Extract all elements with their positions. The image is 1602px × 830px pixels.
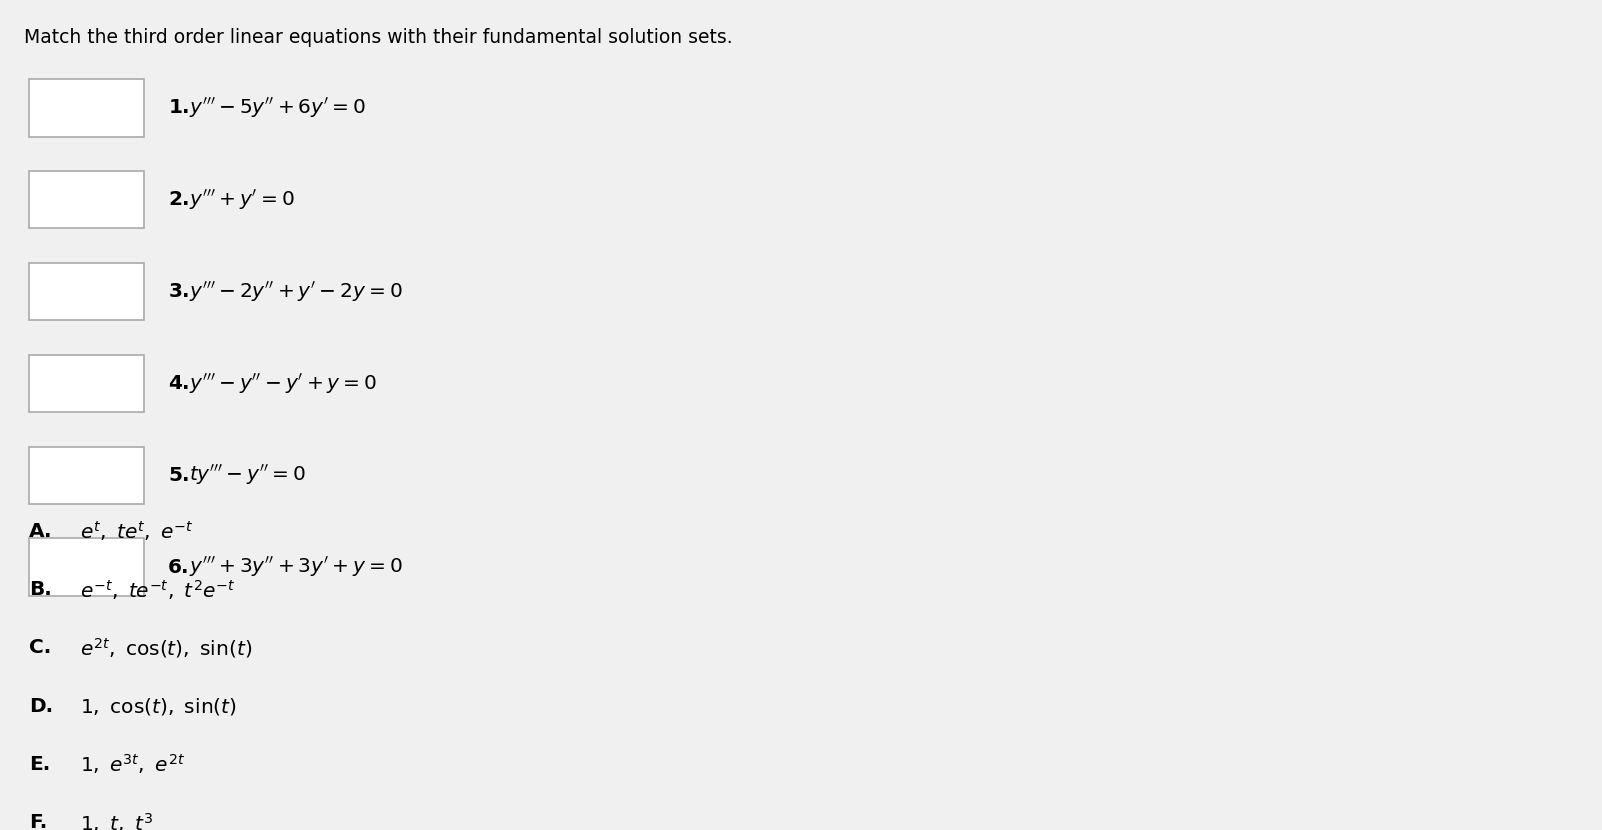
Text: A.: A.	[29, 522, 53, 541]
Text: $y''' + 3y'' + 3y' + y = 0$: $y''' + 3y'' + 3y' + y = 0$	[189, 555, 402, 579]
Text: $1,\ e^{3t},\ e^{2t}$: $1,\ e^{3t},\ e^{2t}$	[80, 753, 186, 777]
Text: $e^{-t},\ te^{-t},\ t^2e^{-t}$: $e^{-t},\ te^{-t},\ t^2e^{-t}$	[80, 578, 235, 602]
FancyBboxPatch shape	[29, 171, 144, 228]
Text: $1,\ t,\ t^3$: $1,\ t,\ t^3$	[80, 811, 154, 830]
Text: 2.: 2.	[168, 190, 189, 209]
Text: $y''' - 5y'' + 6y' = 0$: $y''' - 5y'' + 6y' = 0$	[189, 95, 367, 120]
Text: 3.: 3.	[168, 282, 189, 301]
Text: 6.: 6.	[168, 558, 189, 577]
FancyBboxPatch shape	[29, 263, 144, 320]
FancyBboxPatch shape	[29, 539, 144, 596]
Text: $y''' - y'' - y' + y = 0$: $y''' - y'' - y' + y = 0$	[189, 371, 376, 396]
Text: D.: D.	[29, 696, 53, 715]
Text: $y''' - 2y'' + y' - 2y = 0$: $y''' - 2y'' + y' - 2y = 0$	[189, 280, 402, 304]
Text: F.: F.	[29, 813, 46, 830]
Text: $ty''' - y'' = 0$: $ty''' - y'' = 0$	[189, 463, 306, 487]
Text: 5.: 5.	[168, 466, 189, 485]
Text: C.: C.	[29, 638, 51, 657]
Text: E.: E.	[29, 755, 50, 774]
Text: 4.: 4.	[168, 374, 189, 393]
Text: $e^{2t},\ \cos(t),\ \sin(t)$: $e^{2t},\ \cos(t),\ \sin(t)$	[80, 636, 252, 660]
Text: $y''' + y' = 0$: $y''' + y' = 0$	[189, 188, 295, 212]
Text: 1.: 1.	[168, 98, 189, 117]
Text: Match the third order linear equations with their fundamental solution sets.: Match the third order linear equations w…	[24, 28, 732, 47]
Text: $1,\ \cos(t),\ \sin(t)$: $1,\ \cos(t),\ \sin(t)$	[80, 696, 237, 717]
Text: $e^t,\ te^t,\ e^{-t}$: $e^t,\ te^t,\ e^{-t}$	[80, 520, 194, 543]
Text: B.: B.	[29, 580, 51, 599]
FancyBboxPatch shape	[29, 447, 144, 504]
FancyBboxPatch shape	[29, 79, 144, 137]
FancyBboxPatch shape	[29, 354, 144, 413]
